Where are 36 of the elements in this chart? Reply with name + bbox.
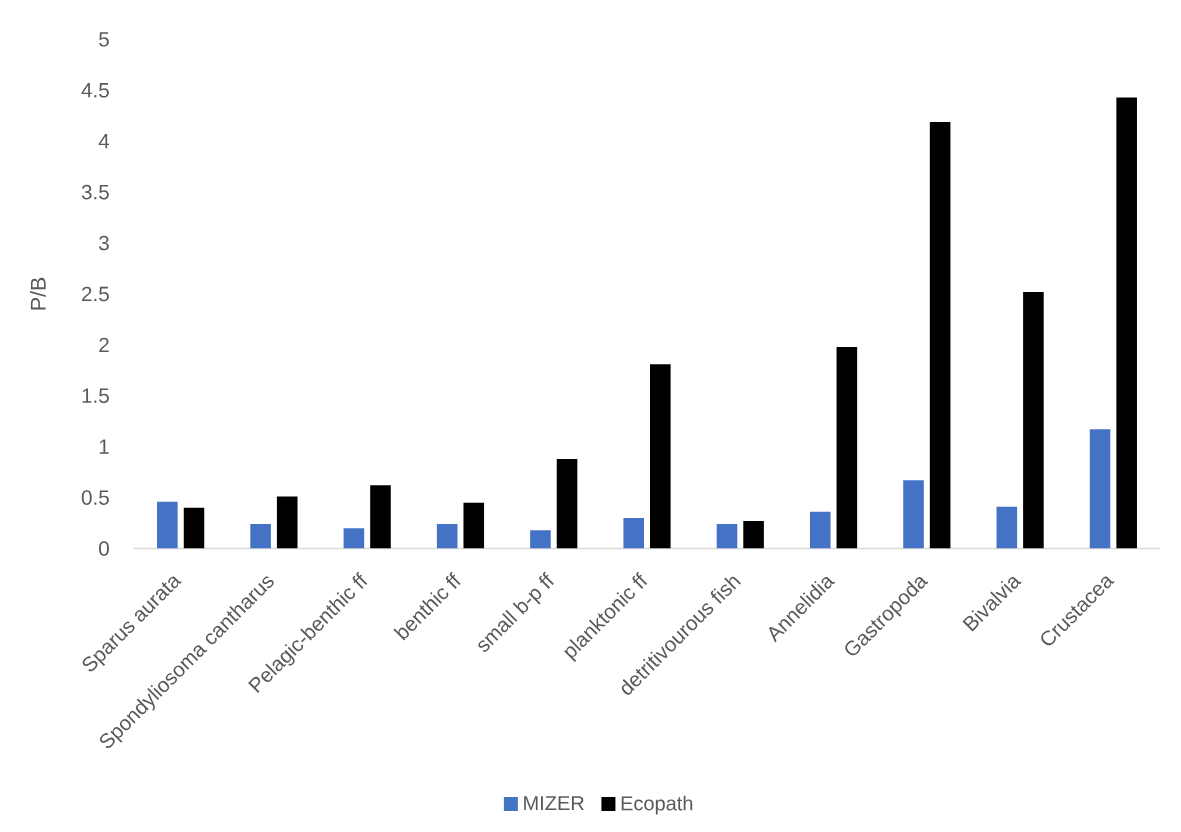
bar — [530, 530, 551, 549]
bar — [716, 524, 738, 549]
y-tick-label: 1.5 — [82, 388, 109, 403]
bar — [836, 346, 858, 549]
bar — [929, 121, 951, 549]
bar — [1116, 97, 1137, 549]
bar — [463, 502, 485, 549]
bar — [436, 524, 458, 549]
bar — [250, 524, 271, 549]
bar — [743, 521, 764, 549]
y-tick-label: 0 — [99, 541, 109, 556]
bar — [809, 511, 831, 549]
bar — [903, 480, 924, 549]
legend-label: Ecopath — [621, 795, 693, 815]
bar — [157, 501, 178, 549]
bar — [623, 517, 645, 549]
legend-label: MIZER — [524, 796, 584, 810]
bar — [1023, 291, 1044, 549]
y-tick-label: 5 — [99, 32, 109, 47]
y-tick-label: 1 — [99, 439, 109, 454]
bar — [556, 458, 578, 549]
y-tick-label: 2 — [99, 337, 109, 353]
y-axis-title: P/B — [30, 277, 46, 310]
bar — [183, 507, 205, 549]
y-tick-label: 3.5 — [81, 184, 109, 200]
bar — [996, 506, 1018, 549]
bar — [370, 485, 391, 549]
bar — [343, 528, 365, 549]
y-tick-label: 0.5 — [81, 490, 109, 505]
y-tick-label: 4 — [98, 134, 110, 149]
bar — [276, 496, 298, 549]
y-tick-label: 3 — [99, 235, 109, 251]
y-tick-label: 4.5 — [81, 83, 109, 98]
y-tick-label: 2.5 — [82, 286, 109, 302]
bar — [1089, 429, 1111, 549]
bar — [650, 364, 671, 549]
